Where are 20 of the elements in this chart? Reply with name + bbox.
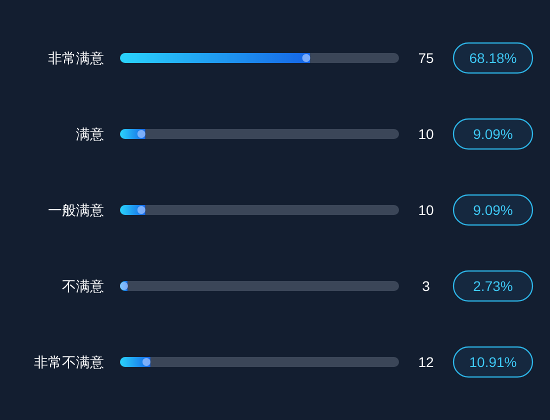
data-label: 2.73% bbox=[473, 278, 513, 294]
y-tick-label: 非常不满意 bbox=[34, 354, 104, 370]
percent-label: 9.09% bbox=[452, 194, 534, 226]
y-tick-label: 一般满意 bbox=[48, 202, 104, 218]
data-label: 9.09% bbox=[473, 202, 513, 218]
percent-label: 10.91% bbox=[452, 346, 534, 378]
percent-label: 68.18% bbox=[452, 42, 534, 74]
data-label: 68.18% bbox=[469, 50, 517, 66]
data-label: 9.09% bbox=[473, 126, 513, 142]
annotation: 10 bbox=[418, 126, 434, 142]
y-tick-label: 非常满意 bbox=[48, 50, 104, 66]
annotation: 75 bbox=[418, 50, 434, 66]
percent-label: 9.09% bbox=[452, 118, 534, 150]
y-tick-label: 不满意 bbox=[62, 278, 104, 294]
annotation: 12 bbox=[418, 354, 434, 370]
data-label: 10.91% bbox=[469, 354, 517, 370]
annotation: 3 bbox=[422, 278, 430, 294]
percent-label: 2.73% bbox=[452, 270, 534, 302]
y-tick-label: 满意 bbox=[76, 126, 104, 142]
annotation: 10 bbox=[418, 202, 434, 218]
